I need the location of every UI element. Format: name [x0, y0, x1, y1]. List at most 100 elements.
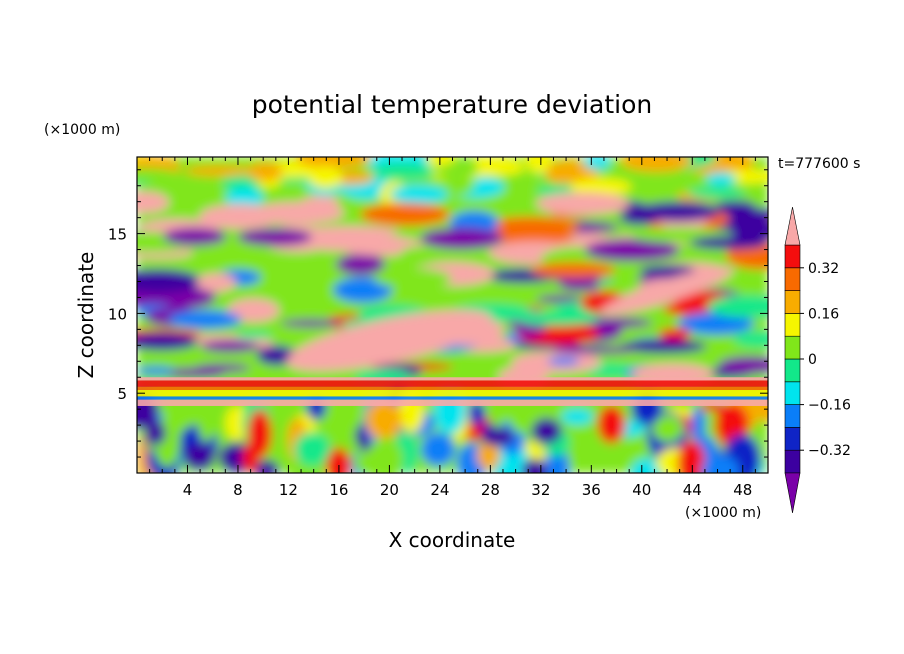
- field-patch: [733, 331, 768, 348]
- field-patch: [620, 157, 692, 172]
- field-patch: [547, 356, 580, 366]
- x-tick-label: 36: [582, 481, 601, 499]
- colorbar-segment: [784, 358, 801, 383]
- field-patch: [600, 267, 734, 316]
- field-patch: [299, 229, 375, 251]
- field-patch: [137, 332, 198, 351]
- field-patch: [280, 319, 341, 328]
- field-patch: [620, 339, 707, 354]
- field-patch: [467, 401, 486, 426]
- field-patch: [137, 191, 170, 214]
- colorbar: 0.32 0.16 0 −0.16 −0.32: [784, 206, 851, 514]
- colorbar-tick-label: −0.16: [808, 398, 851, 414]
- y-tick-label: 15: [108, 226, 127, 244]
- y-tick-label: 10: [108, 305, 127, 323]
- colorbar-segment: [784, 290, 801, 314]
- field-patch: [691, 406, 706, 442]
- field-patch: [374, 268, 452, 289]
- x-axis-label: X coordinate: [389, 528, 516, 552]
- colorbar-segment: [784, 427, 801, 451]
- x-tick-label: 24: [430, 481, 449, 499]
- colorbar-tick-label: −0.32: [808, 443, 851, 459]
- field-patch: [475, 201, 533, 212]
- x-tick-label: 8: [233, 481, 243, 499]
- field-layer: [137, 377, 768, 381]
- field-layer: [137, 380, 768, 387]
- colorbar-segment: [784, 404, 801, 428]
- colorbar-tick-label: 0.16: [808, 306, 839, 322]
- field-patch: [222, 175, 261, 192]
- colorbar-segment: [784, 267, 801, 291]
- contour-field: [137, 157, 768, 473]
- field-layer: [137, 396, 768, 400]
- field-patch: [295, 157, 372, 169]
- field-patch: [168, 310, 242, 329]
- field-patch: [658, 327, 691, 342]
- field-patch: [360, 202, 451, 227]
- field-patch: [521, 458, 548, 473]
- field-layer: [137, 386, 768, 391]
- field-patch: [286, 309, 493, 372]
- field-patch: [399, 245, 439, 267]
- field-patch: [227, 298, 280, 323]
- time-label: t=777600 s: [778, 156, 860, 172]
- field-patch: [308, 165, 343, 189]
- field-patch: [677, 440, 706, 473]
- x-axis-unit: (×1000 m): [685, 505, 761, 521]
- field-patch: [516, 311, 599, 326]
- x-tick-label: 12: [279, 481, 298, 499]
- field-patch: [333, 276, 393, 303]
- colorbar-segment: [784, 449, 801, 474]
- field-patch: [371, 163, 436, 181]
- field-patch: [137, 366, 175, 375]
- field-patch: [225, 405, 249, 441]
- field-patch: [335, 253, 386, 276]
- field-patch: [137, 269, 202, 293]
- x-tick-label: 44: [683, 481, 702, 499]
- field-patch: [237, 228, 313, 247]
- y-axis-label: Z coordinate: [74, 252, 98, 379]
- field-patch: [200, 340, 260, 353]
- x-tick-label: 48: [733, 481, 752, 499]
- field-patch: [254, 460, 280, 473]
- field-patch: [145, 420, 166, 446]
- field-patch: [477, 440, 501, 470]
- field-patch: [634, 201, 720, 222]
- field-patch: [569, 177, 632, 196]
- field-patch: [420, 227, 504, 250]
- field-patch: [325, 447, 351, 473]
- field-patch: [536, 294, 581, 304]
- x-tick-label: 20: [380, 481, 399, 499]
- field-patch: [480, 427, 515, 447]
- y-axis: 5 10 15: [108, 169, 768, 458]
- field-patch: [701, 454, 740, 473]
- field-patch: [482, 216, 580, 238]
- x-axis: 4 8 12 16 20 24 28 32 36 40 44 48: [149, 157, 756, 499]
- field-patch: [194, 363, 251, 373]
- field-patch: [652, 414, 684, 443]
- field-patch: [560, 408, 594, 425]
- field-patch: [293, 431, 331, 467]
- field-patch: [234, 330, 273, 340]
- field-patch: [301, 196, 340, 209]
- x-tick-label: 16: [329, 481, 348, 499]
- colorbar-tick-label: 0: [808, 352, 817, 368]
- field-patch: [584, 239, 680, 262]
- field-patch: [365, 399, 402, 441]
- x-tick-label: 32: [531, 481, 550, 499]
- y-tick-label: 5: [117, 385, 127, 403]
- field-patch: [246, 162, 283, 181]
- field-patch: [421, 432, 456, 467]
- colorbar-segment: [784, 335, 801, 360]
- field-patch: [526, 157, 552, 174]
- field-patch: [535, 192, 630, 215]
- chart-title: potential temperature deviation: [252, 90, 652, 119]
- field-patch: [689, 235, 768, 250]
- field-layer: [137, 390, 768, 397]
- field-patch: [553, 345, 638, 355]
- field-patch: [241, 444, 260, 473]
- colorbar-lower-extension: [784, 472, 801, 514]
- y-axis-unit: (×1000 m): [44, 122, 120, 138]
- field-patch: [597, 404, 626, 444]
- colorbar-tick-label: 0.32: [808, 261, 839, 277]
